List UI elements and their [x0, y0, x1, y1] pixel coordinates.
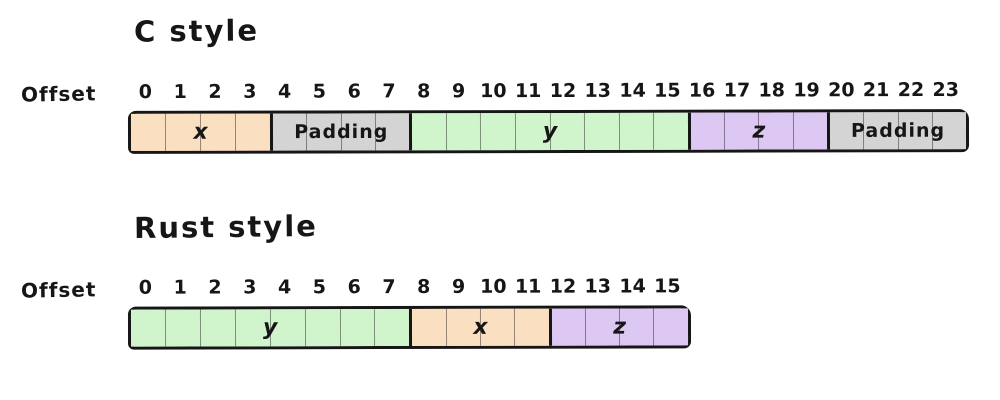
- byte-cell: [653, 112, 688, 150]
- byte-cell: [552, 309, 585, 346]
- offset-number: 15: [654, 79, 681, 102]
- memory-bar: x Padding y z Padding: [127, 109, 970, 154]
- byte-cell: [340, 113, 376, 151]
- byte-cell: [830, 112, 863, 149]
- byte-cell: [164, 309, 200, 347]
- byte-cell: [200, 113, 236, 151]
- offset-numbers: 0 1 2 3 4 5 6 7 8 9 10 11 12 13 14 15 16 17 18 19 20 21 22 23: [128, 79, 963, 103]
- offset-number: 17: [723, 79, 751, 102]
- offset-number: 2: [208, 80, 222, 103]
- byte-cell: [234, 309, 270, 347]
- byte-cell: [235, 113, 271, 151]
- byte-cell: [199, 309, 235, 347]
- byte-cell: [165, 113, 201, 151]
- offset-number: 7: [382, 276, 396, 299]
- offset-number: 2: [208, 276, 222, 299]
- segment-padding: Padding: [270, 113, 410, 151]
- byte-cell: [480, 113, 516, 151]
- byte-cell: [304, 309, 340, 347]
- byte-cell: [131, 114, 165, 151]
- offset-number: 0: [138, 276, 153, 299]
- offset-number: 8: [417, 80, 431, 103]
- segment-padding: Padding: [826, 112, 967, 150]
- byte-cell: [758, 112, 793, 150]
- offset-number: 22: [897, 79, 925, 102]
- offset-number: 3: [243, 276, 257, 299]
- offset-number: 9: [451, 275, 466, 298]
- offset-number: 11: [514, 80, 542, 103]
- offset-number: 12: [549, 79, 577, 102]
- byte-cell: [549, 112, 585, 150]
- offset-number: 14: [619, 79, 646, 102]
- offset-number: 4: [277, 80, 292, 103]
- offset-number: 5: [312, 276, 327, 299]
- offset-number: 14: [619, 275, 646, 298]
- byte-cell: [618, 112, 654, 150]
- offset-number: 11: [514, 275, 542, 298]
- offset-number: 6: [347, 80, 361, 103]
- offset-number: 23: [932, 78, 959, 101]
- offset-number: 13: [584, 79, 612, 102]
- offset-number: 12: [549, 275, 577, 298]
- offset-numbers: 0 1 2 3 4 5 6 7 8 9 10 11 12 13 14 15: [128, 275, 685, 298]
- diagram-title: C style: [133, 13, 260, 49]
- byte-cell: [514, 308, 549, 346]
- byte-cell: [479, 308, 515, 346]
- byte-cell: [584, 308, 620, 346]
- byte-cell: [619, 308, 654, 346]
- offset-number: 16: [688, 79, 716, 102]
- byte-cell: [445, 308, 481, 346]
- offset-label: Offset: [20, 277, 97, 303]
- byte-cell: [897, 112, 932, 150]
- byte-cell: [653, 308, 688, 346]
- byte-cell: [412, 113, 446, 150]
- offset-number: 1: [173, 80, 187, 103]
- offset-number: 20: [828, 79, 855, 102]
- offset-number: 7: [382, 80, 396, 103]
- byte-cell: [339, 309, 375, 347]
- offset-number: 19: [793, 79, 820, 102]
- offset-number: 6: [347, 276, 361, 299]
- segment-y: y: [409, 112, 688, 151]
- offset-number: 21: [862, 79, 890, 102]
- c-style-diagram: C style Offset 0 1 2 3 4 5 6 7 8 9 10 11 12 13 14 15 16 1…: [0, 2, 1000, 198]
- byte-cell: [863, 112, 898, 150]
- byte-cell: [445, 113, 481, 151]
- segment-y: y: [130, 309, 410, 347]
- byte-cell: [724, 112, 759, 150]
- offset-number: 10: [480, 80, 507, 103]
- byte-cell: [269, 309, 305, 347]
- byte-cell: [374, 309, 410, 347]
- offset-number: 5: [312, 80, 327, 103]
- offset-number: 8: [417, 275, 431, 298]
- offset-number: 13: [584, 275, 612, 298]
- offset-number: 0: [138, 81, 153, 104]
- offset-number: 9: [451, 80, 466, 103]
- byte-cell: [931, 112, 967, 150]
- byte-cell: [412, 309, 445, 346]
- byte-cell: [792, 112, 827, 150]
- diagram-title: Rust style: [133, 209, 319, 245]
- offset-number: 3: [243, 80, 257, 103]
- byte-cell: [273, 114, 306, 151]
- byte-cell: [691, 113, 724, 150]
- offset-number: 10: [480, 275, 507, 298]
- byte-cell: [375, 113, 410, 151]
- offset-label: Offset: [20, 81, 97, 107]
- offset-number: 18: [758, 79, 785, 102]
- offset-number: 15: [654, 275, 681, 298]
- byte-cell: [584, 112, 619, 150]
- segment-x: x: [409, 308, 549, 346]
- segment-x: x: [130, 113, 271, 151]
- segment-z: z: [687, 112, 827, 150]
- byte-cell: [131, 310, 165, 347]
- rust-style-diagram: Rust style Offset 0 1 2 3 4 5 6 7 8 9 10 11 12 13 14 15…: [0, 198, 1000, 394]
- byte-cell: [514, 112, 550, 151]
- segment-z: z: [548, 308, 688, 346]
- offset-number: 1: [173, 276, 187, 299]
- byte-cell: [306, 113, 341, 151]
- offset-number: 4: [277, 276, 292, 299]
